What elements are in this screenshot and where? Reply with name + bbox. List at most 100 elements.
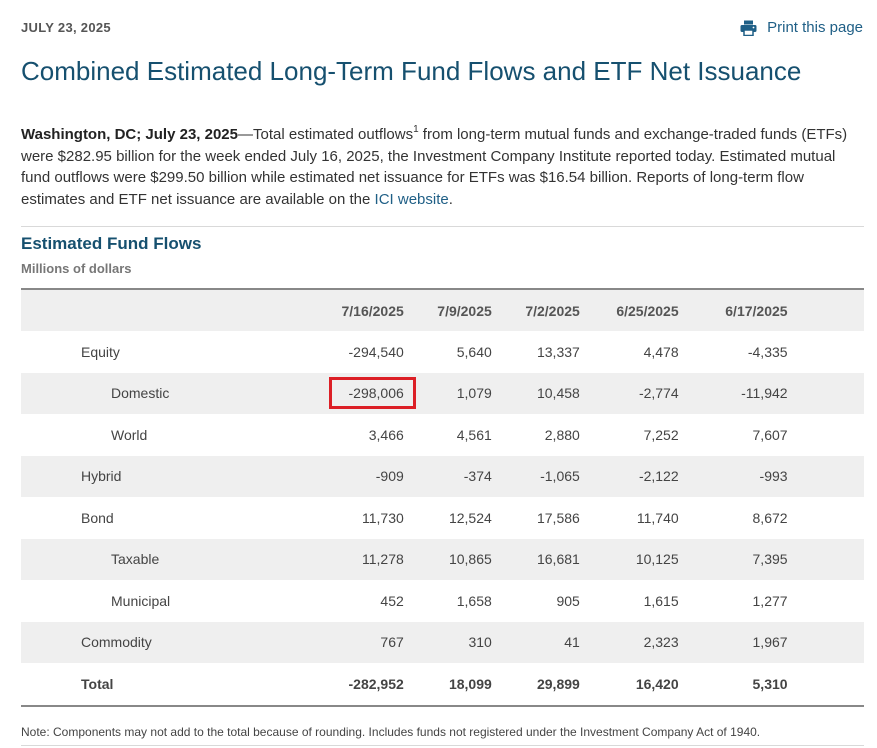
table-cell: 7,252 [643,426,679,443]
table-cell: 41 [564,634,580,651]
table-row: Municipal 452 1,658 905 1,615 1,277 [21,580,864,622]
row-label: Bond [81,509,114,526]
table-cell: 12,524 [448,509,492,526]
table-cell: 16,420 [635,675,679,692]
table-cell: 905 [556,592,580,609]
row-label: Total [81,675,114,692]
table-header-row: 7/16/2025 7/9/2025 7/2/2025 6/25/2025 6/… [21,289,864,331]
table-cell: -4,335 [747,343,788,360]
table-row: Bond 11,730 12,524 17,586 11,740 8,672 [21,497,864,539]
print-page-link[interactable]: Print this page [740,19,863,36]
table-cell: 7,607 [752,426,788,443]
table-cell: 17,586 [536,509,580,526]
column-spacer [788,289,864,331]
table-cell: 1,079 [456,385,492,402]
table-cell: 11,740 [636,509,679,526]
table-cell-spacer [788,580,864,622]
table-cell: 452 [380,592,404,609]
table-cell: -282,952 [348,675,404,692]
table-cell: 10,865 [448,551,492,568]
table-cell: 16,681 [536,551,580,568]
table-cell: 2,880 [544,426,580,443]
table-cell-spacer [788,456,864,498]
table-cell: 7,395 [752,551,788,568]
row-label: Hybrid [81,468,122,485]
table-row: Hybrid -909 -374 -1,065 -2,122 -993 [21,455,864,498]
table-row: Equity -294,540 5,640 13,337 4,478 -4,33… [21,331,864,373]
fund-flows-table: 7/16/2025 7/9/2025 7/2/2025 6/25/2025 6/… [21,288,864,707]
table-units: Millions of dollars [21,261,132,276]
column-header: 7/9/2025 [437,302,492,319]
table-cell: -993 [759,468,788,485]
table-cell: 767 [380,634,404,651]
table-cell: -11,942 [741,385,788,402]
table-cell: 2,323 [643,634,679,651]
table-cell: 11,730 [362,509,404,526]
column-header: 7/16/2025 [341,302,404,319]
table-row: World 3,466 4,561 2,880 7,252 7,607 [21,414,864,456]
table-row: Commodity 767 310 41 2,323 1,967 [21,621,864,664]
intro-paragraph: Washington, DC; July 23, 2025—Total esti… [21,124,861,210]
table-total-row: Total -282,952 18,099 29,899 16,420 5,31… [21,663,864,706]
table-cell: 13,337 [536,343,580,360]
table-cell: 5,310 [752,675,788,692]
table-cell: 29,899 [536,675,580,692]
dateline: Washington, DC; July 23, 2025 [21,126,238,143]
table-note: Note: Components may not add to the tota… [21,725,761,739]
table-cell: -298,006 [170,373,416,415]
page-title: Combined Estimated Long-Term Fund Flows … [21,56,802,86]
highlighted-value: -298,006 [328,377,416,410]
table-cell-spacer [788,497,864,539]
column-header: 7/2/2025 [525,302,580,319]
table-cell: 8,672 [752,509,788,526]
row-label: Commodity [81,634,152,651]
lead-text-2: from long-term mutual funds and exchange… [21,126,848,208]
table-cell-spacer [788,663,864,706]
print-label[interactable]: Print this page [767,19,863,36]
divider [21,745,864,746]
row-label: Municipal [111,592,171,609]
table-cell: -374 [463,468,492,485]
table-cell: 4,561 [456,426,492,443]
table-cell-spacer [788,331,864,373]
table-cell: 10,458 [536,385,580,402]
table-cell-spacer [788,622,864,664]
column-header-label [21,289,170,331]
table-cell: 10,125 [635,551,679,568]
table-cell: 4,478 [643,343,679,360]
table-cell: 1,277 [752,592,788,609]
table-cell: -294,540 [348,343,404,360]
footnote-marker[interactable]: 1 [413,124,419,135]
table-cell: 18,099 [448,675,492,692]
table-cell: -909 [375,468,404,485]
table-row: Taxable 11,278 10,865 16,681 10,125 7,39… [21,538,864,581]
table-cell: 5,640 [456,343,492,360]
column-header: 6/25/2025 [616,302,679,319]
row-label: Equity [81,343,120,360]
table-cell: -1,065 [540,468,580,485]
release-date: JULY 23, 2025 [21,20,111,35]
lead-text-1: —Total estimated outflows [238,126,414,143]
row-label: Taxable [111,551,160,568]
table-title: Estimated Fund Flows [21,234,202,253]
table-cell: 310 [468,634,492,651]
table-cell: -2,122 [638,468,679,485]
table-cell: 1,658 [456,592,492,609]
table-cell-spacer [788,373,864,415]
table-cell: 3,466 [368,426,404,443]
ici-website-link[interactable]: ICI website [374,190,449,208]
divider [21,226,864,227]
table-cell: 11,278 [362,551,404,568]
table-cell: 1,967 [752,634,788,651]
table-cell-spacer [788,539,864,581]
table-cell: -2,774 [638,385,679,402]
table-row: Domestic -298,006 1,079 10,458 -2,774 -1… [21,372,864,415]
table-cell-spacer [788,414,864,456]
lead-end: . [448,190,453,208]
row-label: Domestic [111,385,170,402]
table-cell: 1,615 [643,592,679,609]
printer-icon [740,20,757,36]
row-label: World [111,426,148,443]
column-header: 6/17/2025 [725,302,788,319]
